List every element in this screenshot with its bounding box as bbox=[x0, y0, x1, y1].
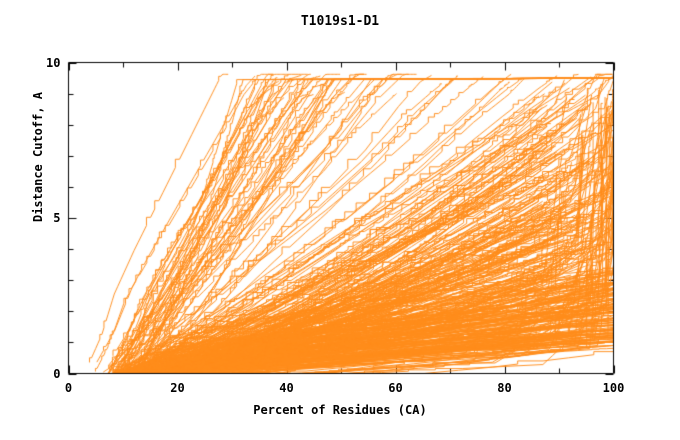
y-tick-label: 10 bbox=[46, 55, 61, 70]
x-tick-label: 20 bbox=[170, 380, 185, 395]
x-tick-label: 80 bbox=[497, 380, 512, 395]
y-tick-label: 5 bbox=[53, 211, 61, 225]
x-tick-label: 40 bbox=[279, 380, 294, 395]
x-tick-label: 100 bbox=[602, 380, 625, 395]
x-tick-label: 60 bbox=[388, 380, 403, 395]
x-tick-label: 0 bbox=[64, 380, 73, 395]
x-axis-label: Percent of Residues (CA) bbox=[253, 403, 427, 417]
y-tick-label: 0 bbox=[53, 366, 61, 381]
